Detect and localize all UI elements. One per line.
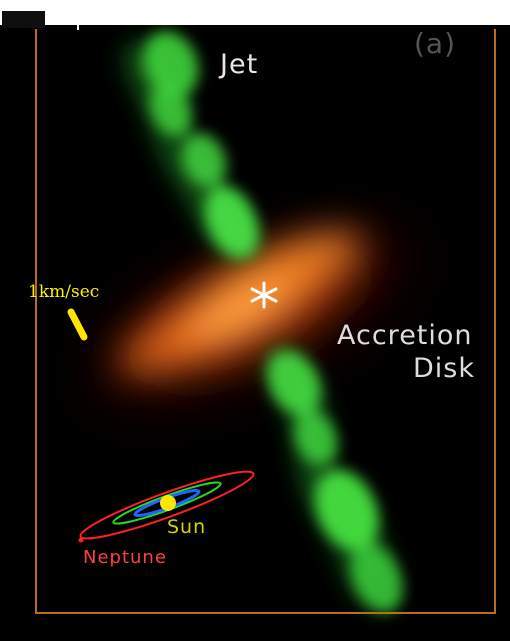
lower-jet-emission (267, 345, 403, 613)
speed-label: 1km/sec (28, 282, 100, 302)
accretion-disk-emission (97, 224, 393, 386)
top-strip (0, 0, 510, 25)
neptune-label: Neptune (83, 547, 167, 568)
solar-system-orbits (78, 470, 255, 543)
top-white-tick (77, 6, 79, 30)
sun-label: Sun (167, 516, 207, 538)
jet-label: Jet (220, 49, 259, 80)
disk-label: Disk (413, 353, 475, 384)
speed-bar (67, 308, 88, 341)
accretion-label: Accretion (337, 320, 473, 351)
central-source-marker (250, 281, 278, 309)
upper-jet-emission (123, 31, 259, 259)
top-dark-block (2, 11, 45, 28)
